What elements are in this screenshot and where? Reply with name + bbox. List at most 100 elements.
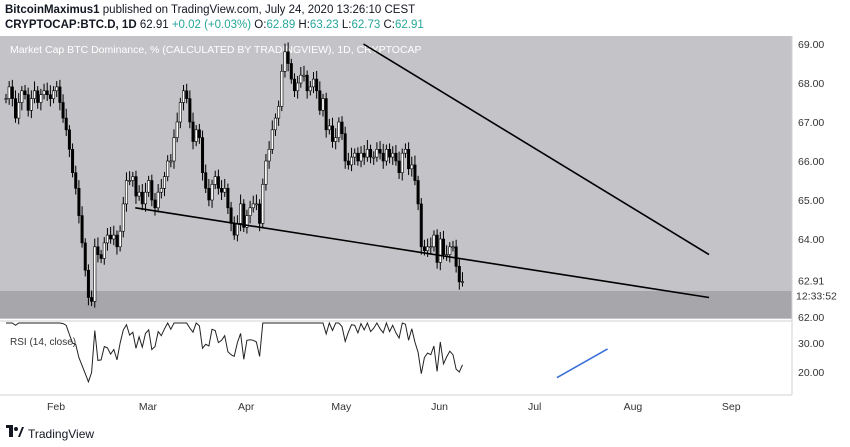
- low-value: 62.73: [351, 19, 381, 31]
- candle-body: [17, 102, 21, 119]
- candle-body: [220, 188, 224, 193]
- candle-body: [337, 121, 341, 138]
- candle-body: [153, 199, 157, 209]
- candle-body: [305, 74, 309, 92]
- candle-body: [26, 94, 30, 111]
- change-value: +0.02 (+0.03%): [171, 19, 252, 31]
- rsi-tick-label: 30.00: [798, 338, 824, 350]
- candle-body: [273, 117, 277, 131]
- candle-body: [102, 242, 106, 259]
- open-label: O:: [254, 19, 267, 31]
- candle-body: [115, 234, 119, 248]
- candle-body: [23, 90, 27, 95]
- candle-body: [4, 98, 8, 100]
- candle-body: [105, 234, 109, 244]
- candle-body: [391, 152, 395, 158]
- candle-body: [99, 254, 103, 259]
- candle-body: [416, 180, 420, 205]
- candle-body: [52, 90, 56, 99]
- close-value: 62.91: [394, 19, 424, 31]
- candle-body: [410, 164, 414, 170]
- price-tick-label: 68.00: [798, 78, 824, 90]
- candle-body: [58, 86, 62, 103]
- candle-body: [388, 149, 392, 158]
- candle-body: [299, 74, 303, 84]
- candle-body: [308, 86, 312, 92]
- candle-body: [156, 191, 160, 209]
- candle-body: [400, 152, 404, 173]
- candle-body: [264, 160, 268, 185]
- candle-body: [185, 90, 189, 99]
- candle-body: [128, 180, 132, 182]
- candle-body: [289, 63, 293, 80]
- candle-body: [124, 180, 128, 205]
- candle-body: [67, 129, 71, 150]
- candle-body: [204, 172, 208, 189]
- last-price-badge: [793, 273, 843, 289]
- price-tick-label: 69.00: [798, 39, 824, 51]
- tradingview-brand[interactable]: TradingView: [28, 427, 95, 441]
- trendline-upper[interactable]: [363, 43, 710, 256]
- time-tick-label: Mar: [139, 401, 158, 413]
- candle-body: [163, 176, 167, 189]
- publish-details: published on TradingView.com, July 24, 2…: [99, 4, 416, 16]
- candle-body: [435, 234, 439, 263]
- candle-body: [223, 188, 227, 193]
- candle-body: [340, 121, 344, 134]
- candle-body: [86, 269, 90, 298]
- candle-body: [327, 125, 331, 131]
- candle-body: [169, 160, 173, 163]
- publisher-name[interactable]: BitcoinMaximus1: [5, 4, 100, 16]
- high-value: 63.23: [309, 19, 339, 31]
- candle-body: [311, 78, 315, 88]
- candle-body: [451, 246, 455, 249]
- candle-body: [413, 164, 417, 181]
- time-tick-label: May: [331, 401, 352, 413]
- rsi-divergence-line[interactable]: [556, 348, 608, 379]
- candle-body: [71, 149, 75, 174]
- candle-body: [226, 188, 230, 209]
- high-label: H:: [298, 19, 310, 31]
- candle-body: [280, 70, 284, 107]
- symbol-name[interactable]: CRYPTOCAP:BTC.D, 1D: [5, 19, 137, 31]
- candle-body: [216, 176, 220, 189]
- candle-body: [350, 156, 354, 166]
- trendline-lower[interactable]: [135, 207, 710, 299]
- candle-body: [277, 106, 281, 119]
- candle-body: [286, 51, 290, 64]
- rsi-line: [6, 321, 463, 384]
- countdown-badge: [793, 288, 843, 304]
- candle-body: [378, 149, 382, 154]
- tradingview-logo-icon[interactable]: [6, 425, 24, 439]
- candle-body: [397, 160, 401, 173]
- candle-body: [321, 98, 325, 111]
- candle-body: [14, 98, 18, 119]
- candle-body: [419, 203, 423, 248]
- chart-title: Market Cap BTC Dominance, % (CALCULATED …: [10, 44, 422, 56]
- candle-body: [356, 152, 360, 162]
- close-label: C:: [383, 19, 395, 31]
- candle-body: [369, 149, 373, 158]
- time-tick-label: Sep: [722, 401, 741, 413]
- candle-body: [140, 191, 144, 205]
- last-price-badge-text: 62.91: [798, 276, 824, 288]
- price-tick-label: 62.00: [798, 312, 824, 324]
- candle-body: [331, 125, 335, 142]
- symbol-info: CRYPTOCAP:BTC.D, 1D 62.91 +0.02 (+0.03%)…: [5, 19, 424, 31]
- candle-body: [96, 246, 100, 255]
- candle-body: [318, 90, 322, 111]
- price-pane-background: [0, 36, 792, 319]
- candle-body: [197, 129, 201, 138]
- time-tick-label: Aug: [624, 401, 643, 413]
- chart-canvas[interactable]: Market Cap BTC Dominance, % (CALCULATED …: [0, 36, 850, 420]
- time-tick-label: Feb: [47, 401, 65, 413]
- candle-body: [248, 207, 252, 216]
- candle-body: [381, 152, 385, 162]
- candle-body: [359, 152, 363, 162]
- candle-body: [229, 207, 233, 224]
- candle-body: [188, 98, 192, 123]
- candle-body: [42, 90, 46, 95]
- candle-body: [64, 117, 68, 131]
- candle-body: [384, 149, 388, 162]
- candle-body: [362, 152, 366, 158]
